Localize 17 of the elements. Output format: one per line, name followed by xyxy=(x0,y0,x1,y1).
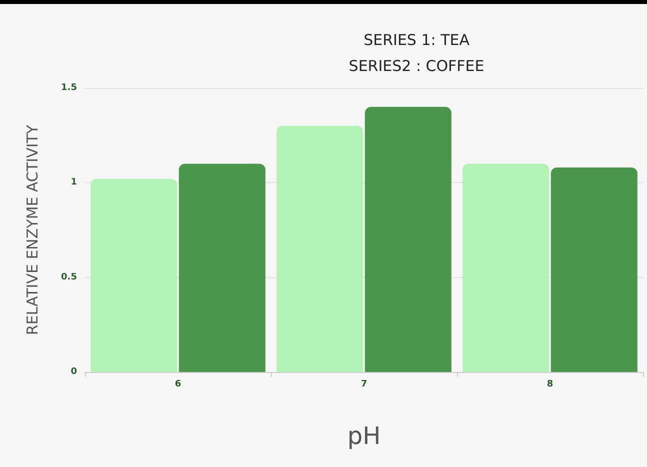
bar xyxy=(462,164,550,372)
bar xyxy=(364,106,452,372)
bar xyxy=(276,126,364,372)
y-tick-label: 1 xyxy=(70,178,77,188)
y-tick-label: 0.5 xyxy=(61,272,77,282)
x-tick-label: 6 xyxy=(174,380,182,390)
text: SERIES2 : COFFEE xyxy=(348,57,484,75)
y-axis-title: RELATIVE ENZYME ACTIVITY xyxy=(24,124,42,336)
x-axis-title: pH xyxy=(347,422,381,450)
text: SERIES 1: TEA xyxy=(364,31,470,49)
bar xyxy=(550,168,638,372)
bar xyxy=(178,164,266,372)
y-tick-label: 1.5 xyxy=(61,83,77,93)
y-tick-label: 0 xyxy=(70,367,77,377)
x-tick-label: 8 xyxy=(546,380,554,390)
x-tick-label: 7 xyxy=(360,380,368,390)
bar xyxy=(90,178,178,372)
